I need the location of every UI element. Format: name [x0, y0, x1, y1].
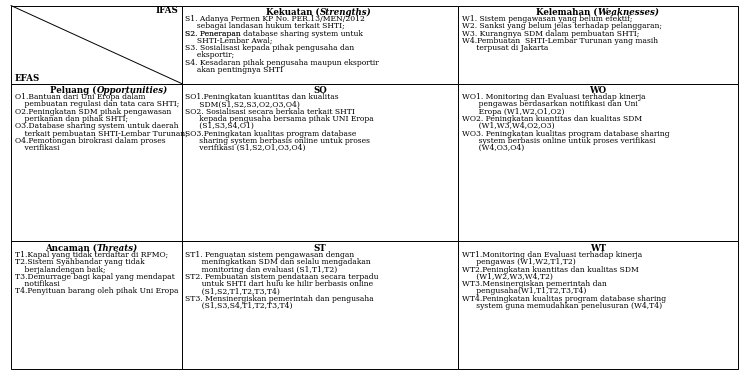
Text: S2. Penerapan: S2. Penerapan [185, 29, 244, 38]
Text: ST3. Mensinergiskan pemerintah dan pengusaha: ST3. Mensinergiskan pemerintah dan pengu… [185, 295, 374, 303]
Text: Ancaman (: Ancaman ( [44, 244, 97, 253]
Text: WO3. Peningkatan kualitas program database sharing: WO3. Peningkatan kualitas program databa… [462, 129, 669, 138]
Text: ST: ST [313, 244, 326, 253]
Bar [182, 241, 458, 369]
Text: SO3.Peningkatan kualitas program database: SO3.Peningkatan kualitas program databas… [185, 129, 357, 138]
Text: WT2.Peningkatan kuantitas dan kualitas SDM: WT2.Peningkatan kuantitas dan kualitas S… [462, 266, 638, 273]
Text: T3.Demurrage bagi kapal yang mendapat: T3.Demurrage bagi kapal yang mendapat [15, 273, 174, 281]
Text: SO: SO [313, 86, 327, 95]
Text: monitoring dan evaluasi (S1,T1,T2): monitoring dan evaluasi (S1,T1,T2) [185, 266, 338, 273]
Text: SO1.Peningkatan kuantitas dan kualitas: SO1.Peningkatan kuantitas dan kualitas [185, 93, 339, 101]
Text: terkait pembuatan SHTI-Lembar Turunan;: terkait pembuatan SHTI-Lembar Turunan; [15, 129, 188, 138]
Text: W1. Sistem pengawasan yang belum efektif;: W1. Sistem pengawasan yang belum efektif… [462, 15, 632, 23]
Text: ST2. Pembuatan sistem pendataan secara terpadu: ST2. Pembuatan sistem pendataan secara t… [185, 273, 379, 281]
Text: notifikasi: notifikasi [15, 280, 60, 288]
Text: O4.Pemotongan birokrasi dalam proses: O4.Pemotongan birokrasi dalam proses [15, 137, 166, 145]
Text: Peluang (: Peluang ( [50, 86, 97, 95]
Text: IFAS: IFAS [155, 6, 178, 15]
Text: (W4,O3,O4): (W4,O3,O4) [462, 144, 524, 152]
Text: system berbasis online untuk proses verifikasi: system berbasis online untuk proses veri… [462, 137, 655, 145]
Text: W3. Kurangnya SDM dalam pembuatan SHTI;: W3. Kurangnya SDM dalam pembuatan SHTI; [462, 29, 639, 38]
Text: pengawas berdasarkan notifikasi dan Uni: pengawas berdasarkan notifikasi dan Uni [462, 100, 638, 109]
Bar [182, 84, 458, 241]
Text: Opportunities): Opportunities) [97, 86, 168, 95]
Text: Kelemahan (: Kelemahan ( [537, 8, 598, 17]
Text: system guna memudahkan penelusuran (W4,T4): system guna memudahkan penelusuran (W4,T… [462, 302, 661, 310]
Text: terpusat di Jakarta: terpusat di Jakarta [462, 44, 548, 52]
Text: SDM(S1,S2,S3,O2,O3,O4): SDM(S1,S2,S3,O2,O3,O4) [185, 100, 300, 109]
Text: WT1.Monitoring dan Evaluasi terhadap kinerja: WT1.Monitoring dan Evaluasi terhadap kin… [462, 251, 641, 259]
Text: W2. Sanksi yang belum jelas terhadap pelanggaran;: W2. Sanksi yang belum jelas terhadap pel… [462, 22, 661, 30]
Text: akan pentingnya SHTI: akan pentingnya SHTI [185, 66, 284, 74]
Text: W4.Pembuatan  SHTI-Lembar Turunan yang masih: W4.Pembuatan SHTI-Lembar Turunan yang ma… [462, 37, 658, 45]
Text: (S1,S2,T1,T2,T3,T4): (S1,S2,T1,T2,T3,T4) [185, 287, 280, 295]
Text: O3.Database sharing system untuk daerah: O3.Database sharing system untuk daerah [15, 122, 178, 130]
Text: S3. Sosialisasi kepada pihak pengusaha dan: S3. Sosialisasi kepada pihak pengusaha d… [185, 44, 355, 52]
Text: pengawas (W1,W2,T1,T2): pengawas (W1,W2,T1,T2) [462, 258, 575, 266]
Text: pengusaha(W1,T1,T2,T3,T4): pengusaha(W1,T1,T2,T3,T4) [462, 287, 586, 295]
Text: kepada pengusaha bersama pihak UNI Eropa: kepada pengusaha bersama pihak UNI Eropa [185, 115, 374, 123]
Text: Strengths): Strengths) [320, 8, 372, 17]
Text: sharing system berbasis online untuk proses: sharing system berbasis online untuk pro… [185, 137, 370, 145]
Text: T4.Penyituan barang oleh pihak Uni Eropa: T4.Penyituan barang oleh pihak Uni Eropa [15, 287, 178, 295]
Bar [458, 84, 738, 241]
Text: Threats): Threats) [97, 244, 137, 253]
Bar [458, 6, 738, 84]
Text: verifikasi: verifikasi [15, 144, 59, 152]
Text: Eropa (W1,W2,O1,O2): Eropa (W1,W2,O1,O2) [462, 108, 564, 116]
Text: WT4.Peningkatan kualitas program database sharing: WT4.Peningkatan kualitas program databas… [462, 295, 666, 303]
Text: (W1,W3,W4,O2,O3): (W1,W3,W4,O2,O3) [462, 122, 554, 130]
Text: WO: WO [589, 86, 606, 95]
Text: pembuatan regulasi dan tata cara SHTI;: pembuatan regulasi dan tata cara SHTI; [15, 100, 179, 109]
Text: T1.Kapal yang tidak terdaftar di RFMO;: T1.Kapal yang tidak terdaftar di RFMO; [15, 251, 168, 259]
Text: eksportir;: eksportir; [185, 51, 235, 59]
Bar [458, 241, 738, 369]
Text: S1. Adanya Permen KP No. PER.13/MEN/2012: S1. Adanya Permen KP No. PER.13/MEN/2012 [185, 15, 365, 23]
Text: meningkatkan SDM dan selalu mengadakan: meningkatkan SDM dan selalu mengadakan [185, 258, 371, 266]
Text: (S1,S3,S4,O1): (S1,S3,S4,O1) [185, 122, 254, 130]
Text: untuk SHTI dari hulu ke hilir berbasis online: untuk SHTI dari hulu ke hilir berbasis o… [185, 280, 374, 288]
Text: sebagai landasan hukum terkait SHTI;: sebagai landasan hukum terkait SHTI; [185, 22, 345, 30]
Bar [11, 6, 182, 84]
Text: Weaknesses): Weaknesses) [598, 8, 660, 17]
Text: WO2. Peningkatan kuantitas dan kualitas SDM: WO2. Peningkatan kuantitas dan kualitas … [462, 115, 641, 123]
Text: WO1. Monitoring dan Evaluasi terhadap kinerja: WO1. Monitoring dan Evaluasi terhadap ki… [462, 93, 645, 101]
Text: T2.Sistem Syahbandar yang tidak: T2.Sistem Syahbandar yang tidak [15, 258, 144, 266]
Bar [182, 6, 458, 84]
Text: WT3.Mensinergiskan pemerintah dan: WT3.Mensinergiskan pemerintah dan [462, 280, 607, 288]
Text: (W1,W2,W3,W4,T2): (W1,W2,W3,W4,T2) [462, 273, 553, 281]
Text: S2. Penerapan database sharing system untuk: S2. Penerapan database sharing system un… [185, 29, 364, 38]
Text: WT: WT [590, 244, 606, 253]
Text: verifikasi (S1,S2,O1,O3,O4): verifikasi (S1,S2,O1,O3,O4) [185, 144, 306, 152]
Text: SO2. Sosialisasi secara berkala terkait SHTI: SO2. Sosialisasi secara berkala terkait … [185, 108, 355, 116]
Text: EFAS: EFAS [15, 74, 40, 83]
Text: perikanan dan pihak SHTI;: perikanan dan pihak SHTI; [15, 115, 128, 123]
Text: S2. Penerapan: S2. Penerapan [185, 29, 244, 38]
Bar [11, 84, 182, 241]
Text: Kekuatan (: Kekuatan ( [266, 8, 320, 17]
Text: O2.Peningkatan SDM pihak pengawasan: O2.Peningkatan SDM pihak pengawasan [15, 108, 171, 116]
Text: berjalandengan baik;: berjalandengan baik; [15, 266, 106, 273]
Text: O1.Bantuan dari Uni Eropa dalam: O1.Bantuan dari Uni Eropa dalam [15, 93, 146, 101]
Text: SHTI-Lembar Awal;: SHTI-Lembar Awal; [185, 37, 273, 45]
Text: S4. Kesadaran pihak pengusaha maupun eksportir: S4. Kesadaran pihak pengusaha maupun eks… [185, 59, 379, 67]
Text: ST1. Penguatan sistem pengawasan dengan: ST1. Penguatan sistem pengawasan dengan [185, 251, 355, 259]
Text: (S1,S3,S4,T1,T2,T3,T4): (S1,S3,S4,T1,T2,T3,T4) [185, 302, 293, 310]
Bar [11, 241, 182, 369]
